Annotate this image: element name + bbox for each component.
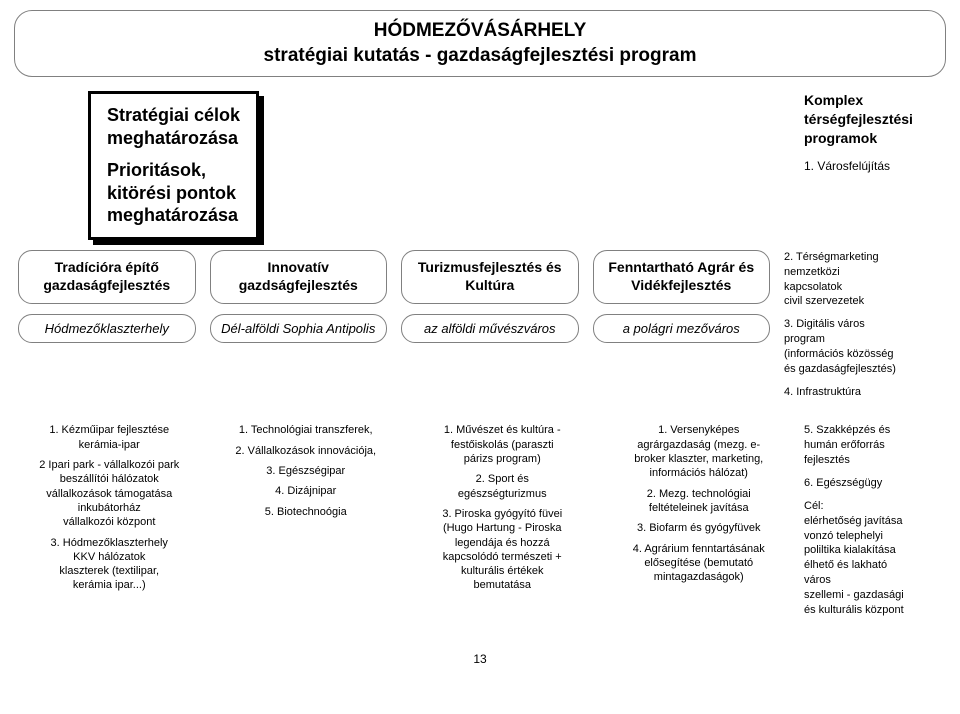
d1-l3: 3. Hódmezőklaszterhely KKV hálózatok kla…	[18, 536, 201, 593]
pillar-2-sub: Dél-alföldi Sophia Antipolis	[210, 314, 388, 344]
d2-l5: 5. Biotechnoógia	[215, 505, 398, 519]
pillar-1-sub: Hódmezőklaszterhely	[18, 314, 196, 344]
pillar-col-3: Turizmusfejlesztés és Kultúra az alföldi…	[401, 250, 579, 344]
d2-l1: 1. Technológiai transzferek,	[215, 423, 398, 437]
pillar-4-sub: a polágri mezőváros	[593, 314, 771, 344]
side-bottom-text: 5. Szakképzés és humán erőforrás fejlesz…	[804, 423, 942, 617]
side-mid-b3: 4. Infrastruktúra	[784, 385, 922, 400]
pillar-2: Innovatív gazdságfejlesztés	[210, 250, 388, 304]
goals-p1: Stratégiai célok meghatározása	[107, 104, 240, 149]
pillar-col-1: Tradícióra építő gazdaságfejlesztés Hódm…	[18, 250, 196, 344]
goals-box: Stratégiai célok meghatározása Prioritás…	[88, 91, 259, 240]
d2-l4: 4. Dizájnipar	[215, 484, 398, 498]
komplex-heading: Komplex térségfejlesztési programok	[804, 91, 942, 148]
pillar-4: Fenntartható Agrár és Vidékfejlesztés	[593, 250, 771, 304]
side-bot-b1: 5. Szakképzés és humán erőforrás fejlesz…	[804, 423, 942, 468]
page-number: 13	[14, 652, 946, 666]
d3-l2: 2. Sport és egészségturizmus	[411, 472, 594, 501]
pillar-1: Tradícióra építő gazdaságfejlesztés	[18, 250, 196, 304]
goals-p2: Prioritások, kitörési pontok meghatározá…	[107, 159, 240, 227]
pillar-col-2: Innovatív gazdságfejlesztés Dél-alföldi …	[210, 250, 388, 344]
row-details: 1. Kézműipar fejlesztése kerámia-ipar 2 …	[14, 423, 946, 625]
side-bot-b2: 6. Egészségügy	[804, 476, 942, 491]
title-line1: HÓDMEZŐVÁSÁRHELY	[374, 20, 587, 41]
d4-l2: 2. Mezg. technológiai feltételeinek javí…	[608, 487, 791, 516]
right-top-block: Komplex térségfejlesztési programok 1. V…	[804, 91, 942, 174]
right-item-1: 1. Városfelújítás	[804, 158, 942, 174]
d4-l3: 3. Biofarm és gyógyfüvek	[608, 521, 791, 535]
detail-col-2: 1. Technológiai transzferek, 2. Vállalko…	[215, 423, 398, 524]
detail-col-1: 1. Kézműipar fejlesztése kerámia-ipar 2 …	[18, 423, 201, 598]
d1-l2: 2 Ipari park - vállalkozói park beszállí…	[18, 458, 201, 529]
d3-l3: 3. Piroska gyógyító füvei (Hugo Hartung …	[411, 507, 594, 593]
side-mid-text: 2. Térségmarketing nemzetközi kapcsolato…	[784, 250, 922, 408]
pillar-3-sub: az alföldi művészváros	[401, 314, 579, 344]
detail-col-4: 1. Versenyképes agrárgazdaság (mezg. e- …	[608, 423, 791, 590]
d2-l2: 2. Vállalkozások innovációja,	[215, 444, 398, 458]
page-title: HÓDMEZŐVÁSÁRHELY stratégiai kutatás - ga…	[14, 10, 946, 77]
pillar-3: Turizmusfejlesztés és Kultúra	[401, 250, 579, 304]
title-line2: stratégiai kutatás - gazdaságfejlesztési…	[264, 45, 697, 66]
d2-l3: 3. Egészségipar	[215, 464, 398, 478]
side-bot-b3: Cél: elérhetőség javítása vonzó telephel…	[804, 499, 942, 618]
pillar-col-4: Fenntartható Agrár és Vidékfejlesztés a …	[593, 250, 771, 344]
d3-l1: 1. Művészet és kultúra - festőiskolás (p…	[411, 423, 594, 466]
side-mid-col: 2. Térségmarketing nemzetközi kapcsolato…	[784, 250, 942, 408]
detail-col-3: 1. Művészet és kultúra - festőiskolás (p…	[411, 423, 594, 598]
row-pillars: Tradícióra építő gazdaságfejlesztés Hódm…	[14, 250, 946, 408]
d4-l4: 4. Agrárium fenntartásának elősegítése (…	[608, 542, 791, 585]
side-mid-b1: 2. Térségmarketing nemzetközi kapcsolato…	[784, 250, 922, 309]
side-bottom-col: 5. Szakképzés és humán erőforrás fejlesz…	[804, 423, 942, 625]
d1-l1: 1. Kézműipar fejlesztése kerámia-ipar	[18, 423, 201, 452]
side-mid-b2: 3. Digitális város program (információs …	[784, 317, 922, 376]
d4-l1: 1. Versenyképes agrárgazdaság (mezg. e- …	[608, 423, 791, 480]
row-top: Stratégiai célok meghatározása Prioritás…	[14, 91, 946, 240]
